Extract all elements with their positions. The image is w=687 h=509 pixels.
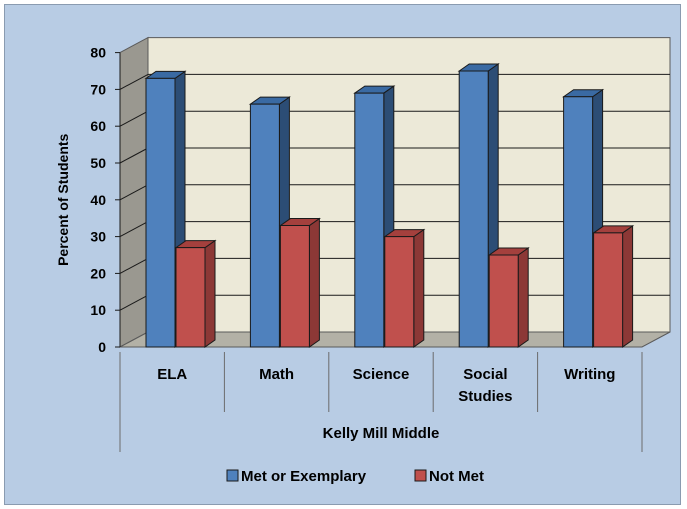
gridline-side [119,147,149,164]
y-tick-label: 20 [90,265,106,281]
x-tick-label: Writing [564,366,615,383]
bar [174,239,217,348]
legend-label: Met or Exemplary [241,468,367,485]
bar-front [175,247,206,348]
y-tick-label: 30 [90,229,106,245]
y-tick-label: 0 [98,339,106,355]
y-tick-label: 80 [90,45,106,61]
x-tick-label: Math [259,366,294,383]
x-tick-label: Social [463,366,507,383]
bar-front [384,236,415,348]
x-group-label: Kelly Mill Middle [323,425,440,442]
bar [278,217,321,348]
bar-front [563,96,594,348]
bar-front [593,232,624,348]
legend-label: Not Met [429,468,484,485]
legend-swatch [226,469,239,482]
y-tick-label: 50 [90,155,106,171]
gridline-side [119,257,149,274]
bar-front [488,254,519,348]
bar-side [622,224,634,348]
bar [487,247,530,348]
x-tick-label: Studies [458,388,512,405]
gridline-side [119,221,149,238]
bar-front [354,92,385,348]
bar-side [204,239,216,348]
x-tick-label: ELA [157,366,187,383]
bar-front [145,77,176,348]
bar-side [308,217,320,348]
y-tick-label: 60 [90,118,106,134]
bar-front [249,103,280,348]
gridline-side [119,110,149,127]
x-tick-label: Science [353,366,410,383]
y-tick-label: 40 [90,192,106,208]
bar-front [279,225,310,348]
y-tick-label: 70 [90,81,106,97]
gridline-side [119,294,149,311]
y-tick-label: 10 [90,302,106,318]
chart-area: 0 10 20 30 40 50 60 70 80 Percent of Students ELA M… [4,4,681,505]
bar-front [458,70,489,348]
y-axis-title: Percent of Students [55,133,71,265]
bar [592,224,635,348]
bar-side [413,228,425,348]
bar-chart: 0 10 20 30 40 50 60 70 80 Percent of Students ELA M… [55,36,671,485]
legend-swatch [414,469,427,482]
gridline-side [119,184,149,201]
bar-side [517,247,529,348]
bar [383,228,426,348]
gridline-side [119,73,149,90]
